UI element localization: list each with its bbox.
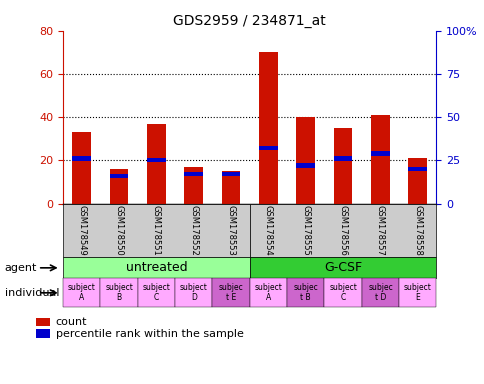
- Bar: [370, 151, 389, 156]
- Bar: [184, 167, 203, 204]
- Bar: [72, 132, 91, 204]
- Text: untreated: untreated: [125, 262, 187, 274]
- Text: count: count: [56, 317, 87, 327]
- Bar: [221, 172, 240, 176]
- Text: individual: individual: [5, 288, 59, 298]
- Text: subjec
t D: subjec t D: [367, 283, 392, 303]
- Text: GSM178551: GSM178551: [151, 205, 161, 256]
- Text: agent: agent: [5, 263, 37, 273]
- Text: subject
B: subject B: [105, 283, 133, 303]
- Bar: [333, 128, 352, 204]
- Bar: [258, 52, 277, 204]
- Text: GSM178553: GSM178553: [226, 205, 235, 256]
- Text: subject
A: subject A: [254, 283, 282, 303]
- Text: GSM178554: GSM178554: [263, 205, 272, 256]
- Text: subjec
t E: subjec t E: [218, 283, 243, 303]
- Text: G-CSF: G-CSF: [323, 262, 362, 274]
- Text: subject
C: subject C: [142, 283, 170, 303]
- Bar: [258, 146, 277, 151]
- Text: GSM178555: GSM178555: [301, 205, 310, 256]
- Text: percentile rank within the sample: percentile rank within the sample: [56, 329, 243, 339]
- Bar: [408, 167, 426, 171]
- Text: subject
C: subject C: [329, 283, 356, 303]
- Bar: [184, 172, 203, 176]
- Bar: [296, 163, 315, 168]
- Text: GSM178556: GSM178556: [338, 205, 347, 256]
- Text: GSM178550: GSM178550: [114, 205, 123, 256]
- Text: subject
D: subject D: [180, 283, 207, 303]
- Bar: [370, 115, 389, 204]
- Text: GSM178557: GSM178557: [375, 205, 384, 256]
- Bar: [109, 174, 128, 178]
- Bar: [408, 158, 426, 204]
- Bar: [333, 156, 352, 161]
- Bar: [109, 169, 128, 204]
- Text: GSM178552: GSM178552: [189, 205, 198, 256]
- Text: subject
A: subject A: [68, 283, 95, 303]
- Text: subject
E: subject E: [403, 283, 431, 303]
- Bar: [296, 117, 315, 204]
- Bar: [221, 171, 240, 204]
- Title: GDS2959 / 234871_at: GDS2959 / 234871_at: [173, 14, 325, 28]
- Text: GSM178558: GSM178558: [412, 205, 422, 256]
- Bar: [147, 124, 166, 204]
- Bar: [147, 158, 166, 162]
- Text: subjec
t B: subjec t B: [293, 283, 318, 303]
- Text: GSM178549: GSM178549: [77, 205, 86, 256]
- Bar: [72, 156, 91, 161]
